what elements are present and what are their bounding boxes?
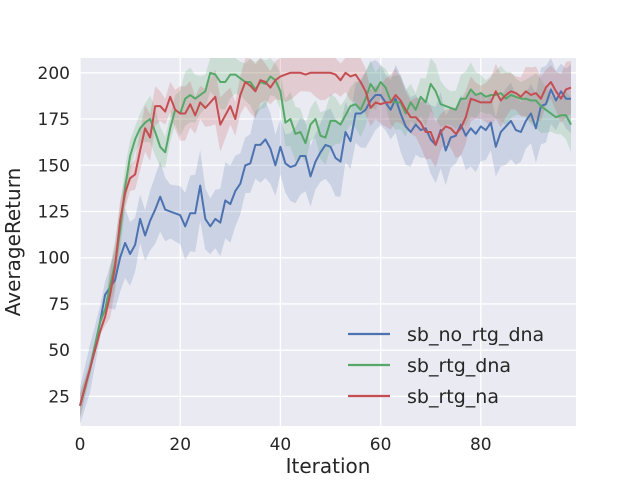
y-tick-label: 175 (38, 110, 70, 130)
series-lines (79, 71, 572, 406)
band-sb_no_rtg_dna (80, 58, 571, 425)
x-tick-label: 0 (75, 435, 86, 455)
x-tick-label: 40 (270, 435, 292, 455)
confidence-bands (80, 58, 571, 425)
legend-label-sb_no_rtg_dna: sb_no_rtg_dna (407, 324, 544, 346)
legend: sb_no_rtg_dna sb_rtg_dna sb_rtg_na (348, 324, 544, 408)
y-tick-label: 200 (38, 64, 70, 84)
y-tick-label: 50 (48, 341, 70, 361)
y-axis-label: AverageReturn (1, 168, 25, 317)
y-tick-label: 75 (48, 295, 70, 315)
y-tick-label: 125 (38, 202, 70, 222)
y-tick-label: 100 (38, 249, 70, 269)
x-axis-label: Iteration (286, 454, 371, 478)
line-sb_no_rtg_dna (79, 88, 571, 406)
y-tick-label: 150 (38, 156, 70, 176)
line-sb_rtg_na (79, 71, 572, 406)
band-sb_rtg_dna (80, 58, 571, 418)
grid-lines (79, 58, 576, 426)
line-sb_rtg_dna (79, 71, 572, 406)
legend-label-sb_rtg_na: sb_rtg_na (407, 386, 499, 408)
legend-label-sb_rtg_dna: sb_rtg_dna (407, 355, 511, 377)
x-tick-label: 20 (169, 435, 191, 455)
y-axis-ticks: 25 50 75 100 125 150 175 200 (38, 64, 70, 408)
band-sb_rtg_na (80, 58, 571, 419)
x-tick-label: 80 (470, 435, 492, 455)
x-axis-ticks: 0 20 40 60 80 (75, 435, 492, 455)
y-tick-label: 25 (48, 387, 70, 407)
x-tick-label: 60 (370, 435, 392, 455)
